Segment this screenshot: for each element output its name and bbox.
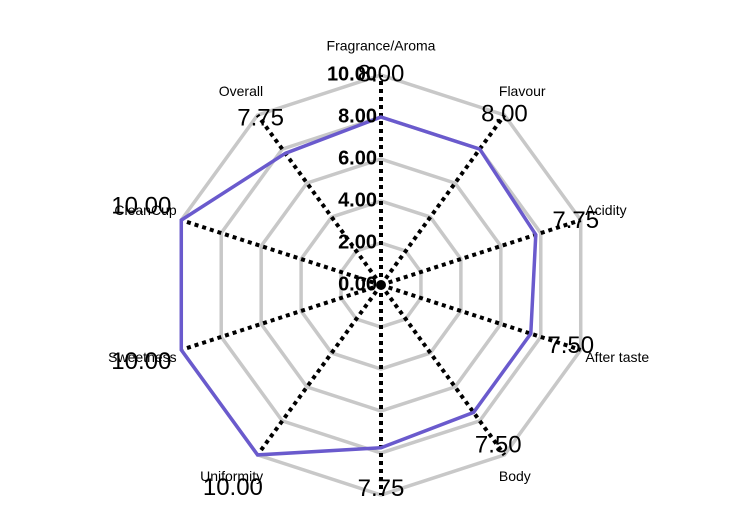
value-label: 10.00 xyxy=(203,474,263,501)
r-tick-label: 6.00 xyxy=(338,147,377,169)
r-tick-label: 0.00 xyxy=(338,273,377,295)
axis-line xyxy=(380,218,582,287)
grid-line xyxy=(259,157,503,413)
axis-line xyxy=(255,113,383,287)
value-label: 7.75 xyxy=(358,475,405,502)
category-label: After taste xyxy=(585,349,649,365)
axis-line xyxy=(255,283,383,457)
r-tick-label: 2.00 xyxy=(338,231,377,253)
value-label: 7.50 xyxy=(475,432,522,459)
value-label: 7.50 xyxy=(547,332,594,359)
axis-line xyxy=(379,113,507,287)
data-line xyxy=(179,115,538,457)
axis-line xyxy=(379,283,507,457)
category-label: Overall xyxy=(219,83,263,99)
category-label: Fragrance/Aroma xyxy=(327,38,436,54)
r-tick-label: 10.00 xyxy=(327,63,377,85)
value-label: 7.75 xyxy=(552,207,599,234)
category-label: Acidity xyxy=(585,202,626,218)
category-label: Flavour xyxy=(499,83,546,99)
value-label: 7.75 xyxy=(237,105,284,132)
value-label: 8.00 xyxy=(358,60,405,87)
category-label: Uniformity xyxy=(200,468,263,484)
value-label: 8.00 xyxy=(481,100,528,127)
category-label: Body xyxy=(499,468,531,484)
category-label: Sweetness xyxy=(108,349,176,365)
axis-line xyxy=(180,218,382,287)
category-label: CleanCup xyxy=(114,202,176,218)
axis-line xyxy=(180,283,382,352)
value-label: 10.00 xyxy=(111,192,171,219)
axis-line xyxy=(380,283,582,352)
center-dot xyxy=(376,280,386,290)
r-tick-label: 4.00 xyxy=(338,189,377,211)
value-label: 10.00 xyxy=(111,348,171,375)
r-tick-label: 8.00 xyxy=(338,105,377,127)
